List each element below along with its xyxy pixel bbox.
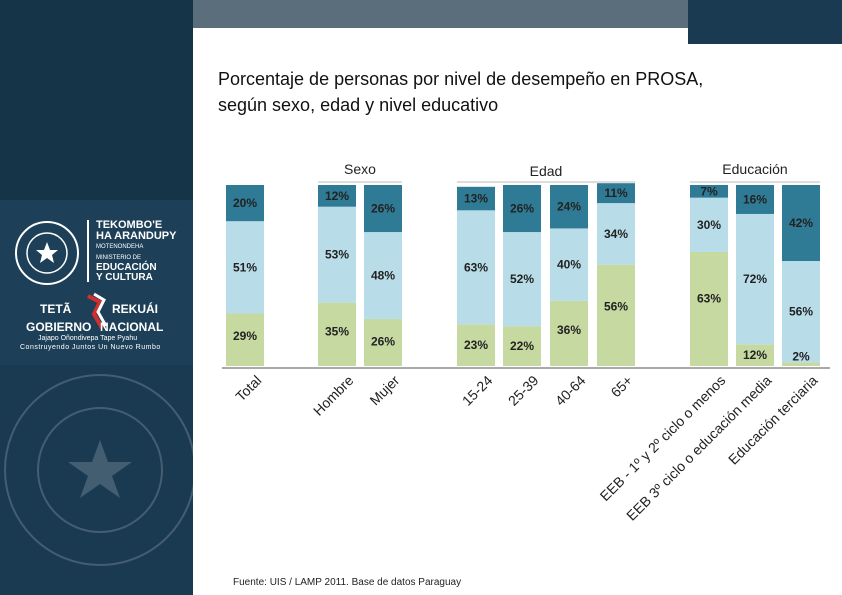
data-label-nivel-alto-15-24: 13% — [464, 192, 488, 206]
data-label-nivel-alto-25-39: 26% — [510, 202, 534, 216]
flag-ribbon-icon — [87, 292, 108, 329]
x-tick-label-65: 65+ — [607, 372, 635, 400]
bar-segment-nivel-bajo-total — [226, 313, 264, 366]
bar-segment-nivel-bajo-mujer — [364, 318, 402, 366]
group-label-educaci-n: Educación — [722, 161, 787, 177]
ministry-name-guarani: TEKOMBO'E HA ARANDUPY — [96, 220, 176, 242]
bar-segment-nivel-medio-mujer — [364, 232, 402, 319]
x-tick-label-25-39: 25-39 — [505, 372, 542, 409]
bar-segment-nivel-medio-hombre — [318, 206, 356, 303]
chart-title-line: según sexo, edad y nivel educativo — [218, 95, 499, 115]
data-label-nivel-medio-mujer: 48% — [371, 269, 395, 283]
bar-segment-nivel-bajo-40-64 — [550, 300, 588, 366]
bar-segment-nivel-bajo-hombre — [318, 302, 356, 366]
data-label-nivel-alto-40-64: 24% — [557, 200, 581, 214]
chart-title: Porcentaje de personas por nivel de dese… — [218, 66, 818, 118]
data-label-nivel-bajo-educaci-n-terciaria: 2% — [792, 349, 810, 363]
bar-segment-nivel-alto-eeb-3-ciclo-o-educaci-n-media — [736, 185, 774, 214]
data-label-nivel-bajo-eeb-3-ciclo-o-educaci-n-media: 12% — [743, 348, 767, 362]
bar-segment-nivel-bajo-65 — [597, 264, 635, 366]
gov-logo-text: NACIONAL — [100, 320, 164, 334]
data-label-nivel-medio-educaci-n-terciaria: 56% — [789, 305, 813, 319]
data-label-nivel-medio-total: 51% — [233, 260, 257, 274]
data-label-nivel-bajo-mujer: 26% — [371, 334, 395, 348]
group-label-sexo: Sexo — [344, 161, 376, 177]
x-tick-label-educaci-n-terciaria: Educación terciaria — [725, 372, 821, 468]
panel-background — [0, 0, 193, 595]
group-label-edad: Edad — [530, 163, 563, 179]
data-label-nivel-alto-eeb-3-ciclo-o-educaci-n-media: 16% — [743, 192, 767, 206]
bar-segment-nivel-bajo-25-39 — [503, 326, 541, 366]
brand-divider — [87, 220, 89, 282]
x-tick-label-mujer: Mujer — [366, 372, 402, 408]
ministry-line: EDUCACIÓN — [96, 262, 157, 273]
data-label-nivel-medio-25-39: 52% — [510, 272, 534, 286]
national-seal-icon — [15, 221, 79, 285]
data-label-nivel-alto-eeb-1-y-2-ciclo-o-menos: 7% — [700, 184, 718, 198]
bar-segment-nivel-medio-eeb-3-ciclo-o-educaci-n-media — [736, 213, 774, 345]
gov-slogan: Jajapo Oñondivepa Tape Pyahu — [38, 335, 138, 342]
watermark-seal-icon — [4, 374, 193, 566]
data-label-nivel-bajo-hombre: 35% — [325, 324, 349, 338]
bar-segment-nivel-bajo-15-24 — [457, 324, 495, 366]
bar-segment-nivel-alto-total — [226, 185, 264, 222]
bar-segment-nivel-medio-40-64 — [550, 228, 588, 301]
data-label-nivel-alto-mujer: 26% — [371, 202, 395, 216]
bar-segment-nivel-alto-hombre — [318, 185, 356, 207]
data-label-nivel-bajo-15-24: 23% — [464, 338, 488, 352]
gov-logo-text: TETÃ — [40, 302, 72, 316]
x-tick-label-40-64: 40-64 — [552, 372, 589, 409]
data-label-nivel-bajo-eeb-1-y-2-ciclo-o-menos: 63% — [697, 291, 721, 305]
data-label-nivel-medio-15-24: 63% — [464, 260, 488, 274]
bar-segment-nivel-alto-40-64 — [550, 185, 588, 229]
left-branding-panel: TEKOMBO'E HA ARANDUPY MOTENONDEHA MINIST… — [0, 0, 193, 595]
bar-segment-nivel-medio-total — [226, 221, 264, 314]
data-label-nivel-alto-hombre: 12% — [325, 189, 349, 203]
top-bar-corner — [688, 0, 842, 44]
data-label-nivel-medio-65: 34% — [604, 227, 628, 241]
x-tick-label-15-24: 15-24 — [459, 372, 496, 409]
chart-title-line: Porcentaje de personas por nivel de dese… — [218, 69, 704, 89]
ministry-line: HA ARANDUPY — [96, 230, 177, 242]
data-label-nivel-alto-educaci-n-terciaria: 42% — [789, 216, 813, 230]
bar-segment-nivel-alto-eeb-1-y-2-ciclo-o-menos — [690, 185, 728, 198]
gov-logo-text: GOBIERNO — [26, 320, 92, 334]
ministry-line: MINISTERIO DE — [96, 255, 142, 261]
ministry-line: TEKOMBO'E — [96, 219, 163, 231]
ministry-line: MOTENONDEHA — [96, 244, 144, 250]
bar-segment-nivel-medio-65 — [597, 203, 635, 265]
bar-segment-nivel-alto-15-24 — [457, 186, 495, 211]
source-footer: Fuente: UIS / LAMP 2011. Base de datos P… — [233, 577, 462, 588]
bar-segment-nivel-bajo-eeb-1-y-2-ciclo-o-menos — [690, 251, 728, 366]
bar-segment-nivel-alto-65 — [597, 183, 635, 204]
bar-segment-nivel-alto-educaci-n-terciaria — [782, 185, 820, 262]
bar-segment-nivel-medio-eeb-1-y-2-ciclo-o-menos — [690, 197, 728, 252]
bar-segment-nivel-bajo-educaci-n-terciaria — [782, 362, 820, 366]
bar-segment-nivel-alto-mujer — [364, 185, 402, 233]
bar-segment-nivel-medio-25-39 — [503, 232, 541, 327]
data-label-nivel-alto-65: 11% — [604, 186, 628, 200]
bar-segment-nivel-medio-15-24 — [457, 210, 495, 325]
data-label-nivel-alto-total: 20% — [233, 196, 257, 210]
data-label-nivel-medio-hombre: 53% — [325, 248, 349, 262]
x-tick-label-total: Total — [232, 372, 264, 404]
top-bar — [193, 0, 688, 28]
x-tick-label-hombre: Hombre — [310, 372, 357, 419]
data-label-nivel-bajo-total: 29% — [233, 329, 257, 343]
data-label-nivel-medio-eeb-1-y-2-ciclo-o-menos: 30% — [697, 218, 721, 232]
data-label-nivel-bajo-25-39: 22% — [510, 339, 534, 353]
ministry-line: Y CULTURA — [96, 272, 153, 283]
gov-slogan: Construyendo Juntos Un Nuevo Rumbo — [20, 344, 161, 351]
ministry-name-spanish: EDUCACIÓN Y CULTURA — [96, 263, 157, 283]
bar-segment-nivel-bajo-eeb-3-ciclo-o-educaci-n-media — [736, 344, 774, 366]
bar-segment-nivel-medio-educaci-n-terciaria — [782, 261, 820, 363]
data-label-nivel-medio-40-64: 40% — [557, 258, 581, 272]
data-label-nivel-bajo-40-64: 36% — [557, 323, 581, 337]
data-label-nivel-medio-eeb-3-ciclo-o-educaci-n-media: 72% — [743, 272, 767, 286]
bar-segment-nivel-alto-25-39 — [503, 185, 541, 233]
gov-logo-text: REKUÁI — [112, 302, 159, 316]
data-label-nivel-bajo-65: 56% — [604, 300, 628, 314]
